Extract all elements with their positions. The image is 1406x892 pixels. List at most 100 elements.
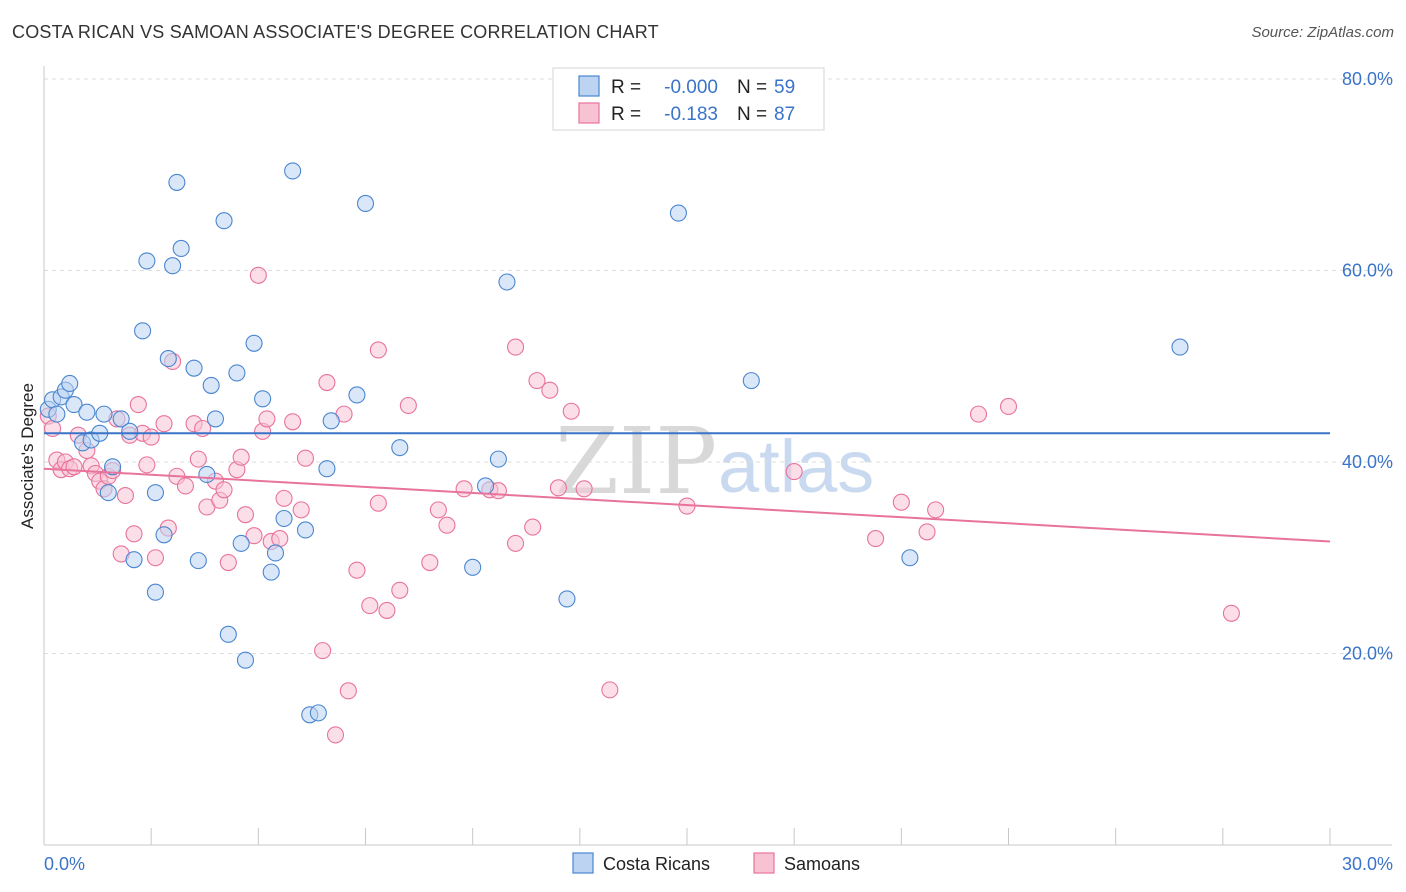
y-tick-labels: 20.0% 40.0% 60.0% 80.0% — [1342, 69, 1393, 664]
costa-ricans-point-49 — [391, 439, 409, 457]
costa-ricans-point-13 — [104, 458, 122, 476]
samoans-point-63 — [421, 553, 439, 572]
samoans-point-60 — [378, 601, 396, 619]
costa-ricans-point-51 — [476, 477, 495, 495]
bottom-legend-samoans: Samoans — [784, 854, 860, 874]
samoans-point-58 — [369, 341, 387, 359]
samoans-point-17 — [116, 486, 134, 505]
bottom-legend-costa-ricans: Costa Ricans — [603, 854, 710, 874]
samoans-point-57 — [361, 597, 379, 615]
costa-ricans-point-47 — [348, 386, 366, 404]
samoans-point-79 — [785, 463, 803, 481]
samoans-point-23 — [142, 428, 160, 446]
samoans-point-65 — [438, 516, 456, 534]
costa-ricans-point-6 — [65, 395, 83, 414]
costa-ricans-point-50 — [464, 558, 482, 576]
costa-ricans-point-28 — [198, 465, 216, 483]
costa-ricans-point-55 — [669, 204, 687, 222]
costa-ricans-point-14 — [112, 410, 130, 428]
stats-legend: R = -0.000 N = 59 R = -0.183 N = 87 — [552, 67, 825, 131]
samoans-point-80 — [867, 530, 885, 548]
costa-ricans-point-24 — [168, 173, 186, 191]
costa-ricans-point-58 — [1171, 338, 1189, 356]
samoans-point-52 — [318, 373, 336, 392]
costa-ricans-point-29 — [202, 376, 220, 394]
costa-ricans-point-5 — [61, 374, 79, 393]
samoans-point-56 — [348, 561, 366, 579]
samoans-point-74 — [549, 479, 567, 497]
costa-ricans-point-17 — [134, 322, 152, 340]
legend-n-label-1: N = — [737, 77, 767, 98]
costa-ricans-point-11 — [95, 405, 113, 423]
samoans-point-75 — [562, 402, 580, 420]
samoans-point-59 — [369, 494, 387, 512]
samoans-point-20 — [129, 395, 147, 414]
costa-ricans-point-44 — [309, 704, 327, 722]
y-tick-label-20: 20.0% — [1342, 644, 1393, 664]
costa-ricans-point-12 — [99, 484, 117, 502]
x-tick-label-max: 30.0% — [1342, 854, 1393, 874]
costa-ricans-point-42 — [296, 521, 315, 539]
costa-ricans-point-34 — [232, 534, 250, 552]
legend-r-value-2: -0.183 — [664, 104, 718, 125]
costa-ricans-point-37 — [254, 390, 272, 408]
samoans-points — [39, 266, 1240, 744]
samoans-point-29 — [176, 477, 195, 495]
samoans-point-49 — [292, 501, 310, 519]
legend-r-value-1: -0.000 — [664, 77, 718, 98]
costa-ricans-point-16 — [125, 551, 143, 569]
legend-r-label-1: R = — [611, 77, 641, 98]
gridlines — [44, 78, 1392, 654]
samoans-point-70 — [506, 338, 525, 356]
costa-ricans-point-21 — [155, 526, 173, 544]
costa-ricans-point-48 — [356, 194, 375, 213]
samoans-point-31 — [189, 450, 207, 468]
samoans-point-36 — [215, 481, 233, 499]
samoans-point-41 — [245, 527, 263, 545]
bottom-samoans-swatch — [753, 852, 775, 874]
samoans-point-62 — [399, 396, 417, 415]
samoans-point-72 — [528, 372, 546, 390]
source-credit: Source: ZipAtlas.com — [1251, 24, 1394, 41]
samoans-point-66 — [455, 480, 473, 498]
costa-ricans-point-22 — [159, 350, 177, 368]
samoans-point-37 — [219, 553, 237, 572]
costa-ricans-point-18 — [138, 252, 156, 270]
samoans-point-53 — [326, 726, 345, 744]
samoans-point-82 — [918, 523, 936, 541]
samoans-point-24 — [146, 549, 165, 567]
costa-ricans-point-46 — [322, 412, 340, 430]
x-tick-label-min: 0.0% — [44, 854, 85, 874]
costa-ricans-point-20 — [146, 583, 165, 601]
series-legend: Costa Ricans Samoans — [572, 852, 860, 874]
costa-ricans-point-52 — [489, 450, 507, 468]
costa-ricans-point-8 — [78, 403, 96, 421]
costa-ricans-point-36 — [245, 334, 263, 352]
samoans-point-46 — [271, 530, 289, 548]
samoans-point-51 — [314, 642, 332, 660]
samoans-point-19 — [125, 525, 143, 543]
costa-ricans-point-40 — [275, 509, 293, 528]
x-axis-ticks — [150, 828, 1331, 845]
samoans-point-76 — [575, 480, 593, 498]
samoans-point-86 — [1222, 604, 1240, 622]
legend-n-value-2: 87 — [774, 104, 795, 125]
samoans-point-40 — [236, 506, 255, 524]
samoans-point-77 — [601, 681, 619, 699]
costa-ricans-point-32 — [219, 625, 237, 643]
costa-ricans-point-38 — [262, 563, 280, 581]
samoans-point-84 — [969, 405, 988, 423]
samoans-point-25 — [155, 415, 173, 433]
costa-ricans-point-30 — [206, 410, 225, 428]
costa-ricans-point-56 — [742, 372, 760, 390]
costa-ricans-point-2 — [48, 405, 66, 423]
y-tick-label-60: 60.0% — [1342, 261, 1393, 281]
costa-ricans-point-57 — [901, 549, 919, 567]
chart-title: COSTA RICAN VS SAMOAN ASSOCIATE'S DEGREE… — [12, 22, 659, 42]
samoans-point-39 — [232, 448, 250, 466]
samoans-point-73 — [541, 381, 559, 399]
samoans-trend-line — [43, 467, 1331, 543]
costa-ricans-point-41 — [284, 162, 302, 180]
costa-ricans-swatch — [578, 75, 600, 97]
